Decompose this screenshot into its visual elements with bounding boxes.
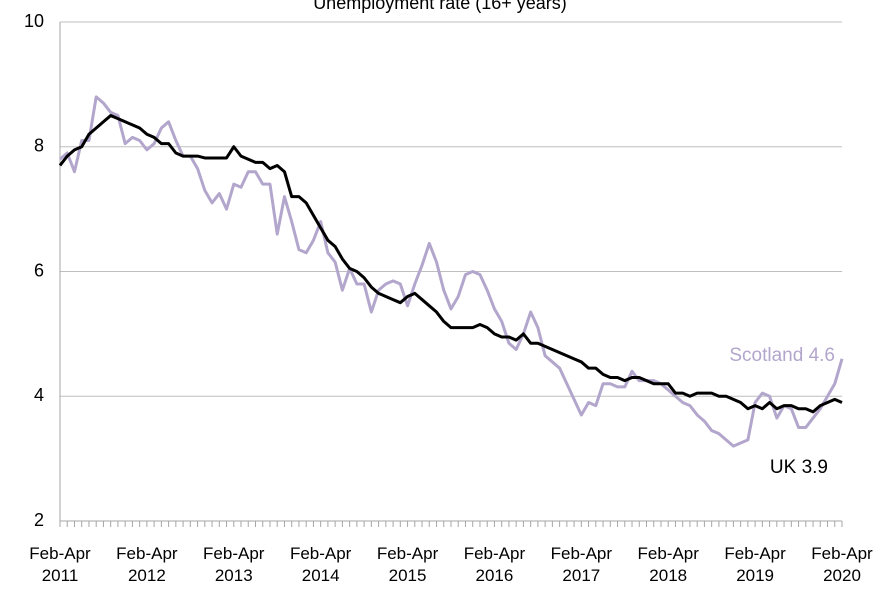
- y-tick-label: 6: [34, 260, 44, 280]
- annotation: UK 3.9: [770, 457, 828, 478]
- chart-title: Unemployment rate (16+ years): [313, 0, 567, 13]
- annotation: Scotland 4.6: [729, 345, 835, 366]
- x-tick-label: Feb-Apr 2013: [203, 544, 265, 585]
- x-tick-label: Feb-Apr 2020: [811, 544, 873, 585]
- y-tick-label: 8: [34, 136, 44, 156]
- x-tick-label: Feb-Apr 2016: [463, 544, 526, 585]
- x-tick-label: Feb-Apr 2012: [116, 544, 178, 585]
- y-tick-label: 2: [34, 510, 44, 530]
- series-line: [58, 114, 843, 414]
- x-tick-label: Feb-Apr 2018: [637, 544, 699, 585]
- x-tick-label: Feb-Apr 2019: [724, 544, 786, 585]
- y-tick-label: 10: [24, 11, 44, 31]
- y-tick-label: 4: [34, 385, 44, 405]
- x-tick-label: Feb-Apr 2015: [376, 544, 439, 585]
- x-tick-label: Feb-Apr 2011: [29, 544, 91, 585]
- x-tick-label: Feb-Apr 2014: [289, 544, 352, 585]
- x-tick-label: Feb-Apr 2017: [550, 544, 613, 585]
